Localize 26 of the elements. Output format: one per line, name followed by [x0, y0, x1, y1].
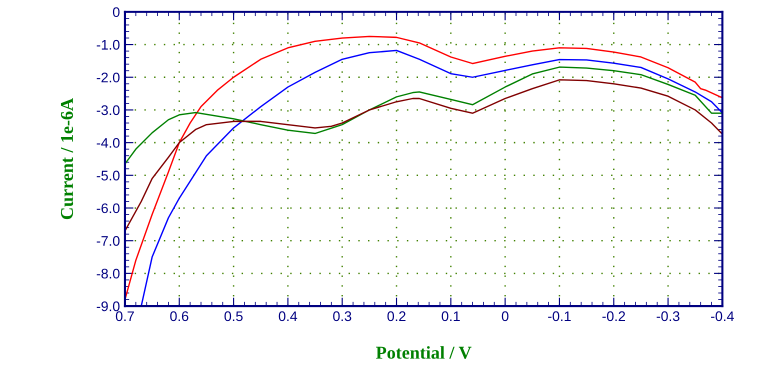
y-tick-label: -9.0	[96, 301, 120, 312]
line-series	[124, 66, 722, 165]
x-tick-label: -0.1	[548, 311, 571, 322]
y-tick-label: -1.0	[96, 40, 120, 50]
line-series	[124, 79, 722, 232]
y-tick-label: 0	[112, 7, 120, 18]
y-tick-label: -4.0	[96, 138, 120, 148]
y-axis-title: Current / 1e-6A	[60, 98, 74, 220]
y-tick-label: -6.0	[96, 203, 120, 214]
x-tick-label: 0.2	[387, 311, 406, 322]
y-tick-label: -5.0	[96, 170, 120, 180]
x-tick-label: 0.5	[224, 311, 243, 322]
x-tick-label: -0.4	[711, 311, 734, 322]
y-tick-label: -3.0	[96, 105, 120, 116]
x-tick-label: -0.2	[602, 311, 626, 322]
x-tick-label: 0.6	[170, 311, 188, 322]
y-tick-label: -8.0	[96, 268, 120, 279]
x-axis-title: Potential / V	[376, 346, 472, 359]
x-tick-label: 0	[502, 311, 508, 322]
y-tick-label: -2.0	[96, 72, 120, 82]
x-tick-label: 0.1	[442, 311, 460, 322]
x-tick-label: 0.3	[333, 311, 352, 322]
x-tick-label: 0.4	[278, 311, 298, 322]
x-tick-label: 0.7	[116, 311, 134, 322]
x-tick-label: -0.3	[656, 311, 680, 322]
y-tick-label: -7.0	[96, 236, 120, 246]
